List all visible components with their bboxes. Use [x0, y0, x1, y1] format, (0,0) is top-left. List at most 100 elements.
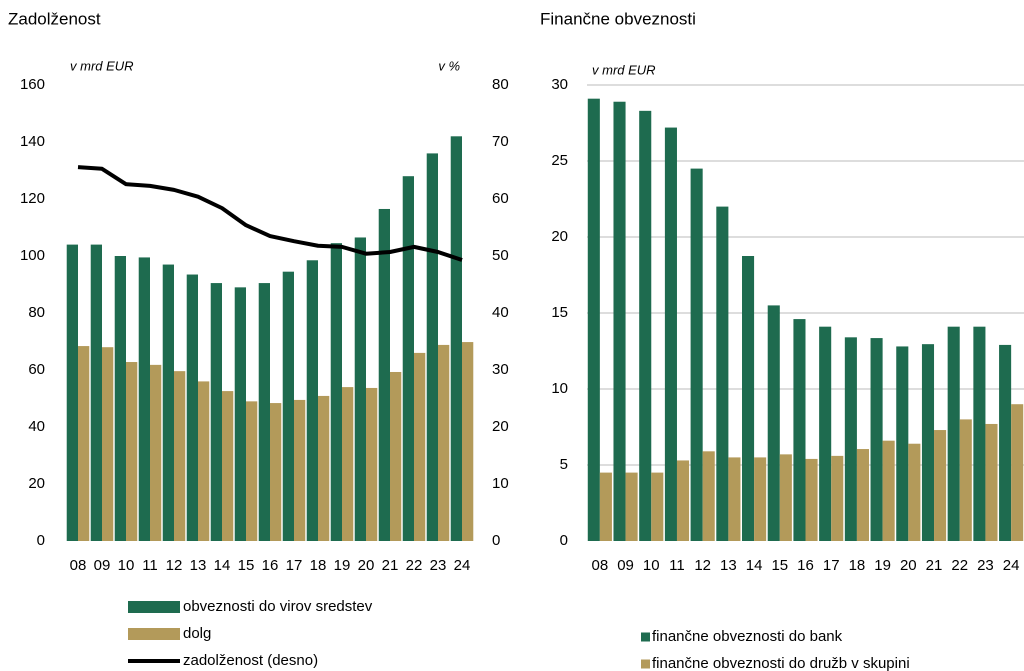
bar	[664, 127, 677, 541]
y2-tick-label: 0	[492, 532, 500, 549]
y-tick-label: 140	[20, 133, 45, 150]
bar	[174, 371, 186, 541]
legend-swatch	[128, 601, 180, 613]
y-axis-label: v mrd EUR	[70, 58, 134, 73]
bar	[702, 451, 715, 541]
bar	[198, 381, 210, 541]
bar	[438, 344, 450, 541]
y-tick-label: 100	[20, 247, 45, 264]
x-tick-label: 14	[746, 557, 763, 574]
bar	[896, 346, 909, 541]
y-tick-label: 15	[551, 304, 568, 321]
y2-axis-label: v %	[438, 58, 460, 73]
y-tick-label: 160	[20, 76, 45, 93]
y2-tick-label: 50	[492, 247, 509, 264]
x-tick-label: 22	[406, 557, 423, 574]
bar	[102, 347, 114, 541]
bar	[613, 101, 626, 541]
y-tick-label: 40	[28, 418, 45, 435]
bar	[716, 206, 729, 541]
bar	[426, 153, 438, 541]
x-tick-label: 09	[94, 557, 111, 574]
legend-label: dolg	[183, 625, 211, 642]
x-tick-label: 13	[720, 557, 737, 574]
x-tick-label: 11	[142, 557, 158, 574]
bar	[78, 346, 90, 541]
bar	[805, 458, 818, 541]
y-tick-label: 10	[551, 380, 568, 397]
x-tick-label: 19	[874, 557, 891, 574]
y2-tick-label: 40	[492, 304, 509, 321]
y2-tick-label: 80	[492, 76, 509, 93]
bar	[767, 305, 780, 541]
bar	[819, 326, 832, 541]
x-tick-label: 08	[70, 557, 87, 574]
y-tick-label: 0	[560, 532, 568, 549]
bar	[742, 256, 755, 541]
y2-tick-label: 70	[492, 133, 509, 150]
bar	[354, 237, 366, 541]
bar	[1011, 404, 1024, 541]
x-tick-label: 15	[771, 557, 788, 574]
x-tick-label: 20	[358, 557, 375, 574]
x-tick-label: 20	[900, 557, 917, 574]
x-tick-label: 12	[166, 557, 183, 574]
bar	[162, 264, 174, 541]
bar	[222, 391, 234, 541]
x-tick-label: 16	[262, 557, 279, 574]
bar	[114, 256, 126, 541]
bar	[856, 449, 869, 541]
bar	[999, 344, 1012, 541]
bar	[306, 260, 318, 541]
bar	[625, 472, 638, 541]
y2-tick-label: 30	[492, 361, 509, 378]
bar	[651, 472, 664, 541]
legend-label: obveznosti do virov sredstev	[183, 598, 373, 615]
bar	[342, 387, 354, 541]
bar	[908, 443, 921, 541]
bar	[258, 283, 270, 541]
bar	[66, 244, 78, 541]
x-tick-label: 19	[334, 557, 351, 574]
y-tick-label: 80	[28, 304, 45, 321]
x-tick-label: 24	[1003, 557, 1020, 574]
bar	[934, 430, 947, 541]
bar	[450, 136, 462, 542]
x-tick-label: 18	[849, 557, 866, 574]
bar	[402, 176, 414, 541]
bar	[599, 472, 612, 541]
bar	[754, 457, 767, 541]
legend-label: zadolženost (desno)	[183, 652, 318, 669]
bar	[138, 257, 150, 541]
y-tick-label: 20	[28, 475, 45, 492]
y-axis-label: v mrd EUR	[592, 62, 656, 77]
x-tick-label: 13	[190, 557, 207, 574]
y-tick-label: 0	[37, 532, 45, 549]
bar	[282, 271, 294, 541]
bar	[831, 455, 844, 541]
x-tick-label: 14	[214, 557, 231, 574]
bar	[690, 168, 703, 541]
y-tick-label: 60	[28, 361, 45, 378]
y2-tick-label: 60	[492, 190, 509, 207]
x-tick-label: 22	[951, 557, 968, 574]
x-tick-label: 11	[669, 557, 685, 574]
bar	[959, 419, 972, 541]
bar	[844, 337, 857, 541]
bar	[90, 244, 102, 541]
x-tick-label: 15	[238, 557, 255, 574]
legend-label: finančne obveznosti do družb v skupini	[652, 655, 910, 671]
bar	[246, 401, 258, 541]
bar	[366, 387, 378, 541]
chart-title: Zadolženost	[8, 9, 101, 28]
chart-title: Finančne obveznosti	[540, 9, 696, 28]
bar	[587, 98, 600, 542]
bar	[947, 326, 960, 541]
bar	[779, 454, 792, 541]
x-tick-label: 23	[977, 557, 994, 574]
y-tick-label: 5	[560, 456, 568, 473]
x-tick-label: 09	[617, 557, 634, 574]
bar	[210, 283, 222, 541]
bar	[882, 440, 895, 541]
